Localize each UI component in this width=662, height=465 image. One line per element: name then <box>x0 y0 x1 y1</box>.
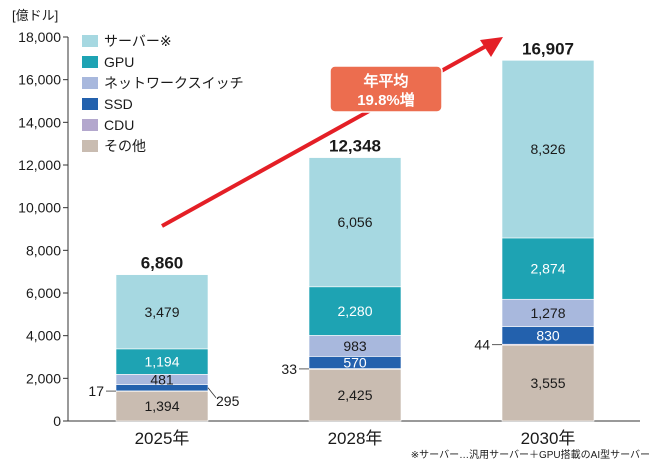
y-tick-label: 6,000 <box>26 285 61 301</box>
legend-swatch <box>82 98 98 110</box>
bar-segment <box>115 274 209 350</box>
legend-swatch <box>82 140 98 152</box>
segment-label: 983 <box>343 338 367 354</box>
segment-label: 295 <box>216 393 240 409</box>
segment-label: 17 <box>88 383 104 399</box>
y-tick-label: 2,000 <box>26 370 61 386</box>
y-tick-label: 14,000 <box>18 114 61 130</box>
segment-label: 2,425 <box>337 387 372 403</box>
segment-label: 3,479 <box>144 304 179 320</box>
total-label: 6,860 <box>141 254 184 273</box>
segment-label: 830 <box>536 327 560 343</box>
segment-label: 2,874 <box>530 261 565 277</box>
bar-segment <box>501 344 595 422</box>
y-tick-label: 4,000 <box>26 328 61 344</box>
y-tick-label: 10,000 <box>18 200 61 216</box>
legend-swatch <box>82 35 98 47</box>
bar-segment <box>308 157 402 288</box>
segment-label: 6,056 <box>337 214 372 230</box>
total-label: 12,348 <box>329 137 381 156</box>
segment-label: 3,555 <box>530 375 565 391</box>
y-tick-label: 16,000 <box>18 72 61 88</box>
legend-label: サーバー※ <box>104 33 172 49</box>
bar-segment <box>115 390 209 422</box>
legend-swatch <box>82 119 98 131</box>
y-tick-label: 18,000 <box>18 29 61 45</box>
x-category-label: 2025年 <box>135 429 190 448</box>
bar-segment <box>308 368 402 422</box>
segment-label: 481 <box>150 371 174 387</box>
callout-line1: 年平均 <box>363 72 408 90</box>
ssd-leader-line <box>207 387 217 399</box>
legend-label: CDU <box>104 117 134 133</box>
segment-label: 1,278 <box>530 305 565 321</box>
segment-label: 2,280 <box>337 303 372 319</box>
bar-segment <box>115 348 209 375</box>
y-tick-label: 0 <box>53 413 61 429</box>
total-label: 16,907 <box>522 39 574 58</box>
trend-arrow-head <box>480 37 503 57</box>
segment-label: 1,394 <box>144 398 179 414</box>
callout-box <box>329 65 443 113</box>
legend-label: GPU <box>104 54 134 70</box>
segment-label: 570 <box>343 354 367 370</box>
legend-label: ネットワークスイッチ <box>104 75 244 91</box>
segment-label: 8,326 <box>530 141 565 157</box>
legend-swatch <box>82 77 98 89</box>
x-category-label: 2028年 <box>328 429 383 448</box>
footnote: ※サーバー…汎用サーバー＋GPU搭載のAI型サーバー <box>411 448 650 461</box>
segment-label: 44 <box>474 337 490 353</box>
legend-label: SSD <box>104 96 133 112</box>
legend-label: その他 <box>104 138 146 154</box>
segment-label: 33 <box>281 361 297 377</box>
y-tick-label: 12,000 <box>18 157 61 173</box>
bar-segment <box>501 237 595 300</box>
y-tick-label: 8,000 <box>26 242 61 258</box>
legend-swatch <box>82 56 98 68</box>
unit-label: [億ドル] <box>12 8 58 23</box>
callout-line2: 19.8%増 <box>357 91 415 109</box>
segment-label: 1,194 <box>144 354 179 370</box>
x-category-label: 2030年 <box>521 429 576 448</box>
bar-segment <box>501 60 595 239</box>
bar-segment <box>501 298 595 327</box>
